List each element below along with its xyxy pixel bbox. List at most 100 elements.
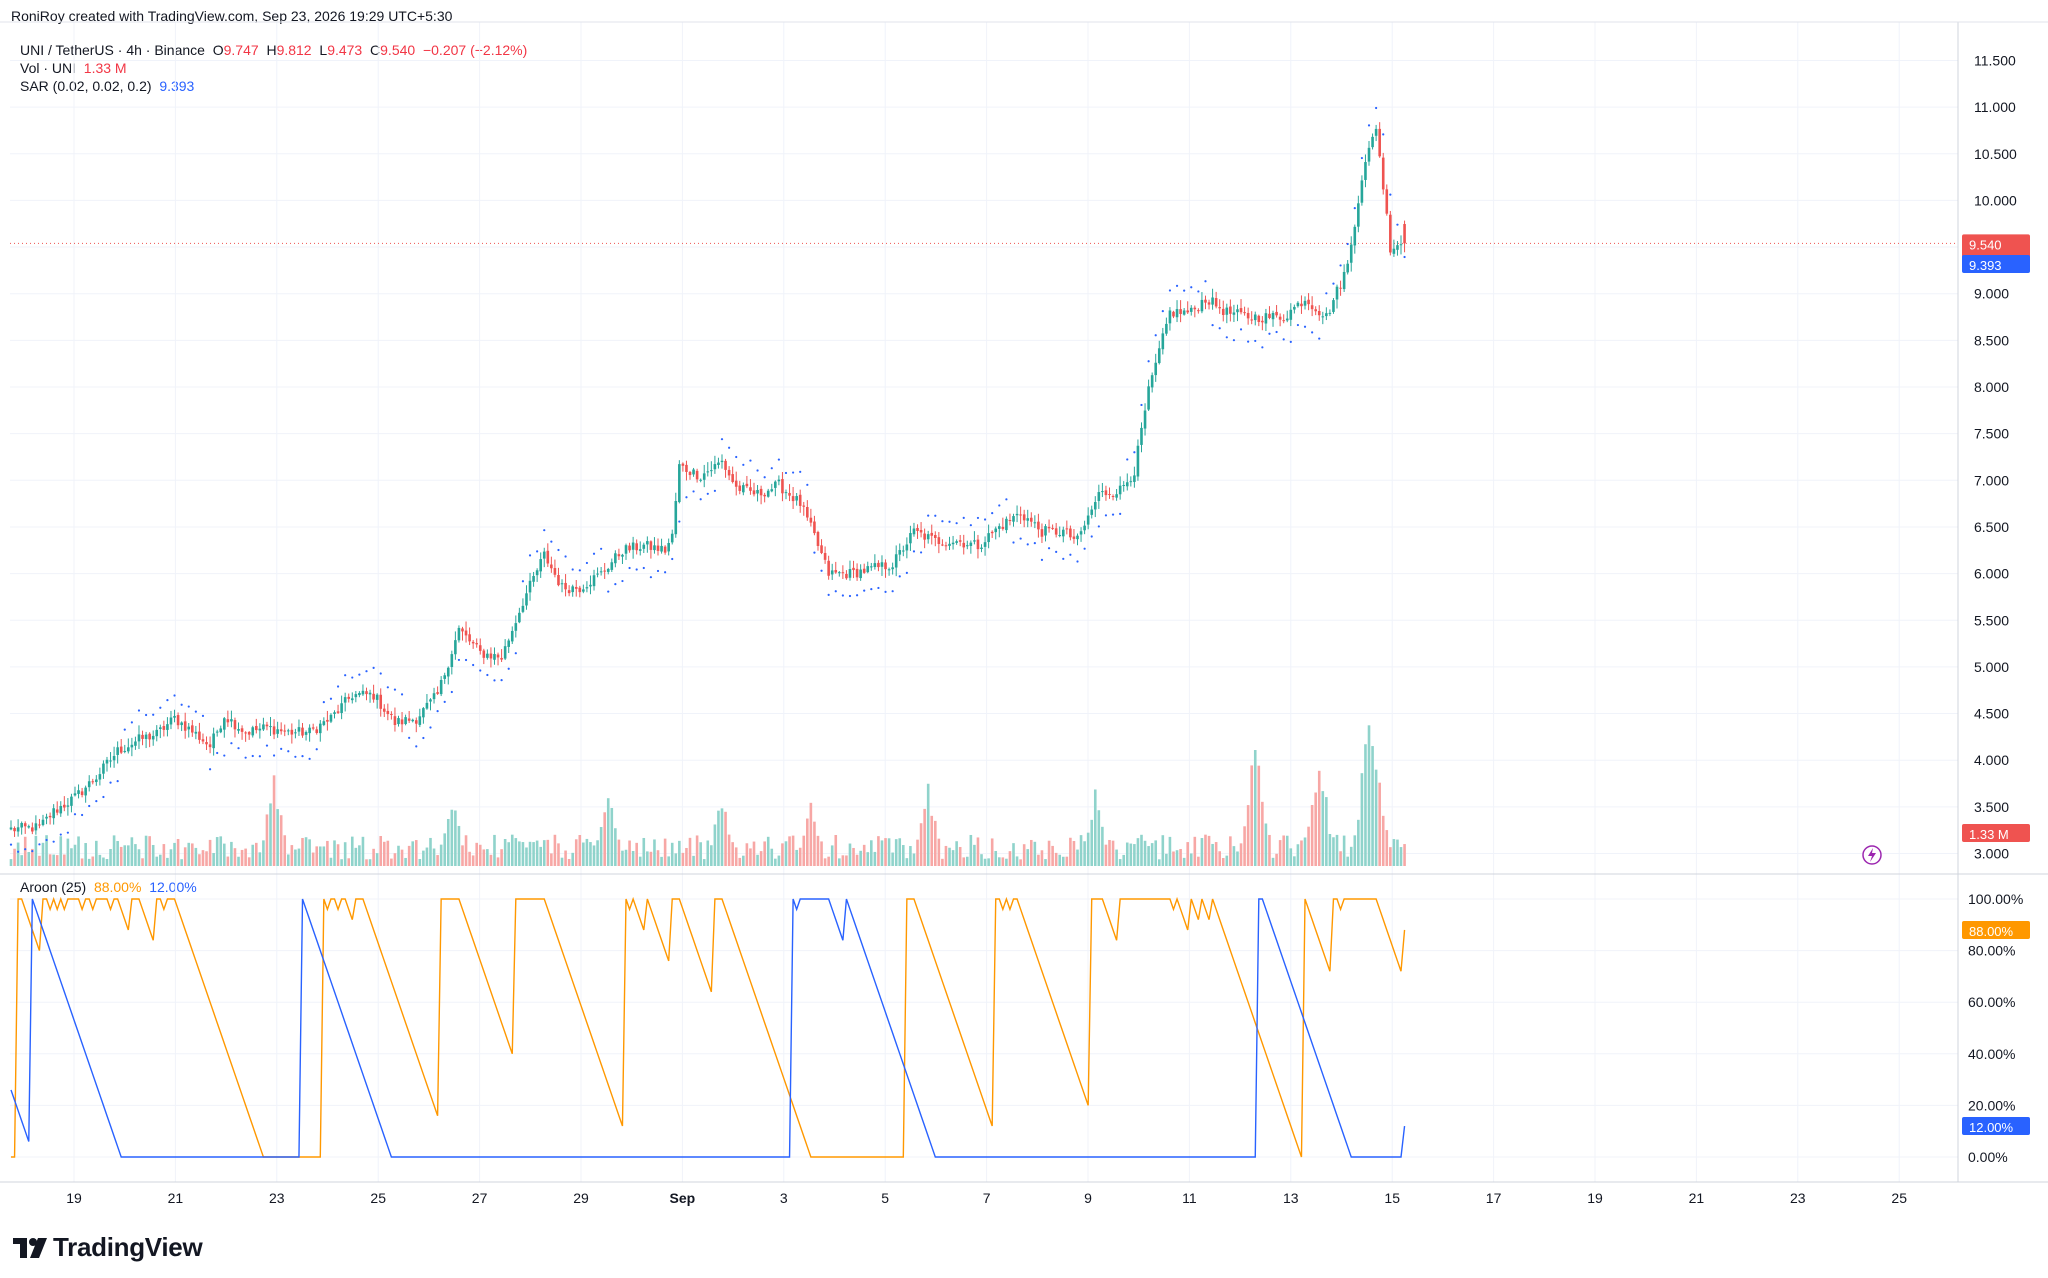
sar-dot <box>720 438 724 441</box>
candle-body <box>404 717 407 725</box>
volume-bar <box>34 835 38 866</box>
candle-body <box>795 496 798 501</box>
candle-body <box>688 471 692 476</box>
candle-body <box>343 697 347 703</box>
volume-bar <box>934 820 937 866</box>
sar-dot <box>116 780 119 783</box>
candle-body <box>1339 287 1342 289</box>
sar-dot <box>372 666 375 670</box>
candle-body <box>1172 311 1175 317</box>
candle-body <box>73 793 77 796</box>
sar-dot <box>1069 553 1072 556</box>
volume-bar <box>382 841 386 866</box>
volume-value: 1.33 M <box>83 60 127 76</box>
volume-bar <box>1317 770 1321 866</box>
candle-body <box>948 543 951 546</box>
volume-bar <box>802 835 806 866</box>
price-tick-label: 7.500 <box>1974 426 2009 442</box>
sar-dot <box>1325 292 1328 295</box>
candle-body <box>63 804 66 808</box>
candle-body <box>31 827 34 832</box>
volume-bar <box>1300 840 1303 866</box>
sar-dot <box>130 721 133 724</box>
volume-bar <box>1211 843 1214 866</box>
volume-bar <box>446 818 450 866</box>
sar-legend[interactable]: SAR (0.02, 0.02, 0.2) 9.393 <box>20 78 195 94</box>
candle-body <box>1197 310 1200 312</box>
chart-credit: RoniRoy created with TradingView.com, Se… <box>11 8 453 24</box>
candle-body <box>997 526 1001 529</box>
candle-body <box>862 568 866 573</box>
volume-bar <box>1012 843 1015 866</box>
sar-dot <box>927 514 930 517</box>
candle-body <box>1001 526 1005 529</box>
sar-dot <box>1318 337 1321 340</box>
volume-bar <box>542 840 546 866</box>
change-value: −0.207 (−2.12%) <box>422 42 528 58</box>
volume-bar <box>368 859 372 866</box>
volume-bar <box>1111 840 1115 866</box>
volume-bar <box>965 856 969 866</box>
volume-bar <box>1143 840 1147 866</box>
candle-body <box>1264 313 1268 324</box>
candle-body <box>830 570 834 575</box>
candle-body <box>290 729 294 735</box>
candle-body <box>678 464 681 503</box>
candle-body <box>1033 522 1037 524</box>
volume-bar <box>500 849 503 866</box>
sar-dot <box>855 594 859 597</box>
volume-bar <box>585 838 589 866</box>
aroon-legend[interactable]: Aroon (25) 88.00% 12.00% <box>20 879 197 895</box>
candle-body <box>1179 309 1182 314</box>
volume-bar <box>1182 857 1186 866</box>
volume-bar <box>1165 853 1168 866</box>
candle-body <box>983 542 987 547</box>
symbol-legend[interactable]: UNI / TetherUS · 4h · Binance O9.747 H9.… <box>20 42 528 58</box>
candle-body <box>841 572 845 574</box>
candle-body <box>1399 244 1403 246</box>
volume-bar <box>688 837 692 866</box>
volume-bar <box>276 809 279 866</box>
sar-dot <box>1311 331 1314 334</box>
time-tick-label: 13 <box>1283 1190 1299 1206</box>
candle-body <box>514 623 518 631</box>
volume-legend[interactable]: Vol · UNI 1.33 M <box>20 60 127 76</box>
sar-dot <box>1026 543 1029 546</box>
candle-body <box>820 545 823 554</box>
sar-dot <box>806 483 809 486</box>
candle-body <box>272 726 276 735</box>
candle-body <box>631 542 635 550</box>
sar-dot <box>450 690 453 694</box>
sar-dot <box>386 686 389 689</box>
candle-body <box>198 731 201 740</box>
candle-body <box>468 634 471 642</box>
candle-body <box>95 779 98 783</box>
volume-bar <box>774 858 777 866</box>
sar-dot <box>735 455 738 459</box>
volume-bar <box>1029 839 1033 866</box>
volume-bar <box>806 818 809 866</box>
volume-bar <box>1261 801 1264 866</box>
candle-body <box>1253 314 1257 321</box>
high-value: 9.812 <box>276 42 312 58</box>
candle-body <box>745 483 749 487</box>
candle-body <box>838 572 841 574</box>
candle-body <box>318 723 322 734</box>
volume-bar <box>1065 856 1069 866</box>
sar-dot <box>45 838 48 842</box>
sar-dot <box>1140 403 1143 407</box>
sar-dot <box>863 589 866 592</box>
tradingview-logo[interactable]: TradingView <box>13 1232 203 1265</box>
candle-body <box>77 790 80 794</box>
sar-dot <box>52 840 55 843</box>
candle-body <box>521 605 525 612</box>
candle-body <box>350 698 354 701</box>
candle-body <box>898 550 902 555</box>
volume-bar <box>1285 835 1289 866</box>
sar-dot <box>820 569 823 572</box>
volume-bar <box>653 839 656 866</box>
volume-bar <box>788 836 791 866</box>
volume-bar <box>1282 835 1285 866</box>
candle-body <box>450 654 454 667</box>
